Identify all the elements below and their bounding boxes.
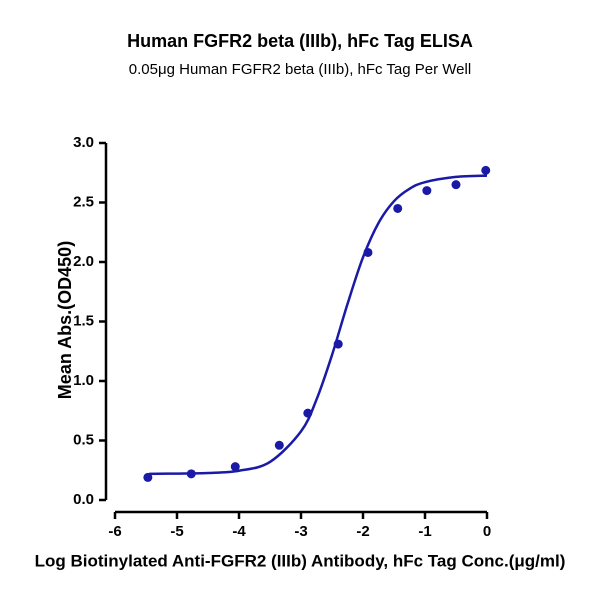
x-tick-label: -6 — [108, 523, 121, 540]
data-point — [451, 180, 461, 190]
chart-title: Human FGFR2 beta (IIIb), hFc Tag ELISA — [127, 31, 473, 51]
data-point — [422, 186, 432, 196]
chart-subtitle: 0.05μg Human FGFR2 beta (IIIb), hFc Tag … — [129, 61, 471, 78]
x-tick-label: -2 — [356, 523, 369, 540]
x-tick-label: -5 — [170, 523, 183, 540]
y-tick-label: 0.5 — [73, 431, 94, 448]
data-point — [274, 440, 284, 450]
data-point — [186, 469, 196, 479]
y-tick-label: 0.0 — [73, 491, 94, 508]
x-tick-label: -3 — [294, 523, 307, 540]
data-point — [363, 247, 373, 257]
data-point — [143, 472, 153, 482]
data-point — [481, 165, 491, 175]
y-tick-label: 1.5 — [73, 312, 94, 329]
fit-curve — [149, 174, 488, 476]
x-axis-label: Log Biotinylated Anti-FGFR2 (IIIb) Antib… — [35, 551, 566, 570]
y-axis-label: Mean Abs.(OD450) — [55, 241, 75, 399]
y-tick-label: 2.0 — [73, 253, 94, 270]
data-point — [303, 408, 313, 418]
x-tick-label: -1 — [418, 523, 431, 540]
y-tick-label: 3.0 — [73, 134, 94, 151]
data-point — [393, 203, 403, 213]
x-tick-label: 0 — [483, 523, 491, 540]
data-point — [333, 339, 343, 349]
x-tick-label: -4 — [232, 523, 246, 540]
y-tick-label: 1.0 — [73, 372, 94, 389]
y-tick-label: 2.5 — [73, 193, 94, 210]
data-point — [230, 462, 240, 472]
